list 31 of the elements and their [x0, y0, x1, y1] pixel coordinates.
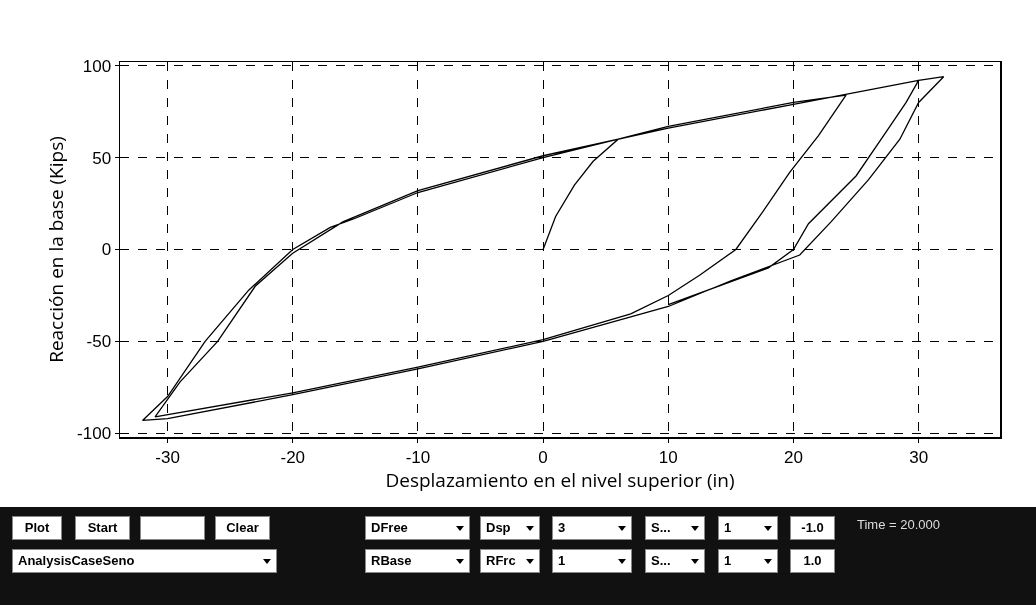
text: Time = 20.000	[857, 517, 940, 532]
text: 1	[724, 553, 732, 568]
x-tick-label: -10	[405, 447, 431, 467]
x-tick-label: 30	[909, 447, 929, 467]
text: Plot	[24, 520, 50, 535]
text: DFree	[371, 520, 408, 535]
x-tick-label: -20	[280, 447, 306, 467]
text: Clear	[226, 520, 259, 535]
text: 1	[558, 553, 566, 568]
x-axis-title: Desplazamiento en el nivel superior (in)	[385, 466, 735, 493]
y-tick-label: -100	[77, 424, 112, 444]
text: 3	[558, 520, 566, 535]
text: Dsp	[486, 520, 511, 535]
text: RBase	[371, 553, 412, 568]
x-tick-label: 10	[658, 447, 678, 467]
x-tick-label: 20	[784, 447, 803, 467]
y-tick-label: 100	[82, 56, 112, 76]
text: -1.0	[801, 520, 824, 535]
text: AnalysisCaseSeno	[18, 553, 135, 568]
text: S...	[651, 553, 671, 568]
y-axis-title: Reacción en la base (Kips)	[43, 136, 70, 363]
y-tick-label: -50	[86, 332, 112, 352]
text: S...	[651, 520, 671, 535]
text: Start	[87, 520, 118, 535]
text: RFrc	[486, 553, 516, 568]
y-tick-label: 0	[101, 240, 112, 260]
x-tick-label: -30	[155, 447, 180, 467]
text: 1	[724, 520, 732, 535]
x-tick-label: 0	[538, 447, 548, 467]
y-tick-label: 50	[92, 148, 112, 168]
text: 1.0	[803, 553, 822, 568]
